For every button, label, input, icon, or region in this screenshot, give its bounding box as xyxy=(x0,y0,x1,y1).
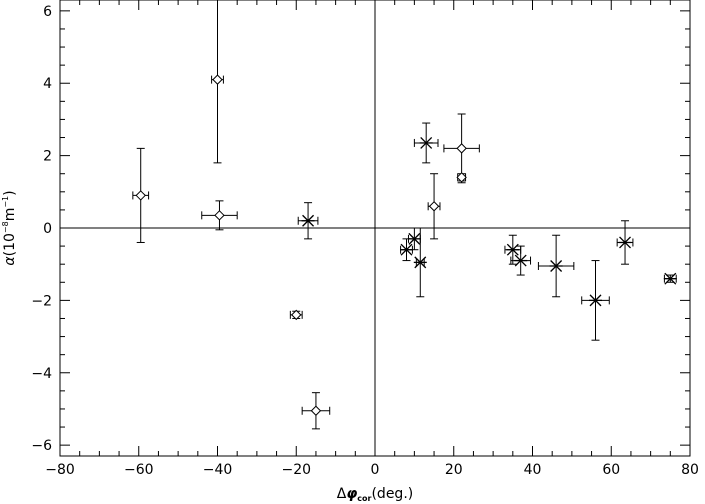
diamond-marker xyxy=(456,143,467,154)
diamond-point xyxy=(289,309,303,321)
x-tick-label: 20 xyxy=(445,462,463,478)
x-tick-label: 80 xyxy=(681,462,699,478)
y-axis-title: α(10−8m−1) xyxy=(1,190,18,265)
asterisk-point xyxy=(537,234,575,298)
x-tick-label: −40 xyxy=(203,462,233,478)
x-tick-label: −60 xyxy=(124,462,154,478)
x-tick-label: −20 xyxy=(281,462,311,478)
diamond-marker xyxy=(291,309,302,321)
y-axis-ticks: −6 −4 −2 0 2 4 6 xyxy=(31,4,690,454)
diamond-marker xyxy=(456,172,467,183)
diamond-marker xyxy=(214,210,225,221)
y-tick-label: 6 xyxy=(43,4,52,20)
x-axis-title-symbol: φ xyxy=(346,486,357,502)
diamond-point xyxy=(456,172,467,183)
asterisk-point xyxy=(616,220,634,265)
x-axis-title: Δφcor(deg.) xyxy=(337,486,413,503)
diamond-point xyxy=(301,392,331,430)
x-tick-label: 0 xyxy=(371,462,380,478)
y-tick-label: 2 xyxy=(43,149,52,165)
diamond-point xyxy=(427,173,441,240)
data-points xyxy=(132,0,677,430)
y-tick-label: 0 xyxy=(43,221,52,237)
y-tick-label: 4 xyxy=(43,76,52,92)
x-tick-label: 60 xyxy=(602,462,620,478)
diamond-point xyxy=(211,0,224,164)
diamond-marker xyxy=(135,190,146,201)
y-tick-label: −4 xyxy=(31,366,52,382)
diamond-marker xyxy=(212,74,223,85)
reference-lines xyxy=(60,0,690,456)
y-tick-label: −2 xyxy=(31,293,52,309)
y-tick-label: −6 xyxy=(31,438,52,454)
asterisk-point xyxy=(510,245,532,276)
diamond-marker xyxy=(310,405,322,416)
asterisk-point xyxy=(504,234,522,265)
diamond-point xyxy=(443,113,480,184)
asterisk-point xyxy=(581,260,610,341)
diamond-point xyxy=(132,147,150,243)
x-tick-label: 40 xyxy=(524,462,542,478)
asterisk-point xyxy=(413,227,427,298)
asterisk-point xyxy=(413,122,439,164)
asterisk-point xyxy=(663,272,677,285)
x-tick-label: −80 xyxy=(45,462,75,478)
x-axis-ticks: −80 −60 −40 −20 0 20 40 60 80 xyxy=(45,0,699,478)
asterisk-point xyxy=(407,227,421,251)
diamond-point xyxy=(201,200,238,231)
diamond-marker xyxy=(428,201,440,212)
asterisk-point xyxy=(297,202,319,240)
